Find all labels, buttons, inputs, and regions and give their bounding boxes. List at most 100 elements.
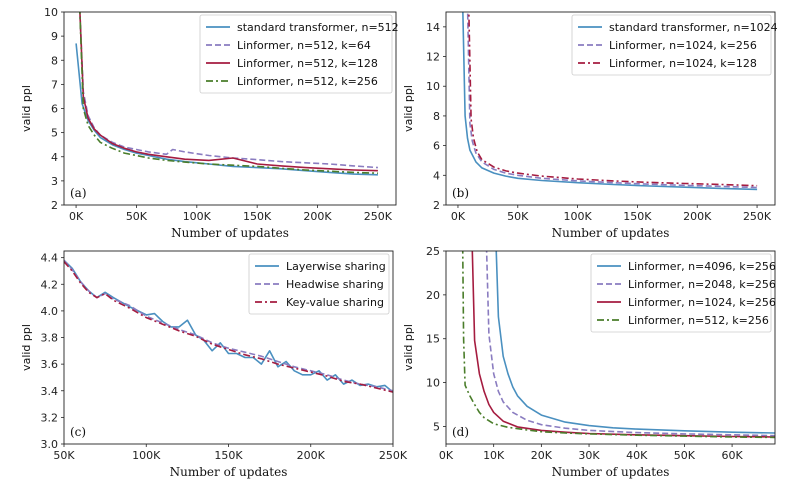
- x-tick-label: 100K: [132, 449, 161, 462]
- x-tick-label: 250K: [743, 210, 772, 223]
- y-tick-label: 15: [426, 333, 440, 346]
- x-axis-label: Number of updates: [552, 226, 670, 240]
- y-tick-label: 14: [426, 21, 440, 34]
- plot-frame: [445, 250, 776, 445]
- y-tick-label: 5: [433, 420, 440, 433]
- y-tick-label: 10: [426, 377, 440, 390]
- series-line-2: [468, 12, 758, 187]
- legend-entry: Linformer, n=1024, k=256: [609, 39, 757, 52]
- x-tick-label: 0K: [69, 210, 84, 223]
- series-line-3: [461, 251, 775, 439]
- y-tick-label: 8: [433, 110, 440, 123]
- legend-box: [571, 14, 772, 76]
- x-tick-label: 50K: [674, 449, 696, 462]
- y-tick-label: 6: [51, 103, 58, 116]
- x-tick-label: 0K: [439, 449, 454, 462]
- legend-entry: standard transformer, n=512: [237, 21, 399, 34]
- y-tick-label: 20: [426, 289, 440, 302]
- series-group: [64, 259, 393, 393]
- legend-entry: Linformer, n=1024, k=256: [628, 296, 776, 309]
- y-axis-label: valid ppl: [402, 85, 415, 132]
- x-tick-label: 40K: [626, 449, 648, 462]
- x-tick-label: 50K: [53, 449, 75, 462]
- legend-entry: Key-value sharing: [286, 296, 384, 309]
- series-line-3: [79, 12, 378, 174]
- panel-label: (d): [452, 425, 469, 439]
- x-axis-label: Number of updates: [552, 465, 670, 479]
- legend-entry: Linformer, n=4096, k=256: [628, 260, 776, 273]
- x-tick-label: 100K: [563, 210, 592, 223]
- x-tick-label: 60K: [721, 449, 743, 462]
- x-axis-label: Number of updates: [171, 226, 289, 240]
- legend: standard transformer, n=512 Linformer, n=…: [199, 14, 399, 94]
- legend-entry: Linformer, n=512, k=256: [237, 75, 378, 88]
- y-axis-label: valid ppl: [402, 324, 415, 371]
- legend-box: [248, 253, 390, 315]
- y-tick-label: 3.4: [41, 385, 59, 398]
- legend-entry: Linformer, n=1024, k=128: [609, 57, 757, 70]
- y-tick-label: 3: [51, 175, 58, 188]
- panel-label: (b): [452, 186, 469, 200]
- y-tick-label: 4: [433, 169, 440, 182]
- x-tick-label: 100K: [183, 210, 212, 223]
- series-group: [75, 12, 378, 176]
- legend-entry: Headwise sharing: [286, 278, 384, 291]
- x-tick-label: 20K: [531, 449, 553, 462]
- y-tick-label: 9: [51, 30, 58, 43]
- legend: Layerwise sharing Headwise sharing Key-val…: [248, 253, 390, 315]
- chart-panel-2: 50K 100K 150K 200K 250K 3.0 3.2 3.4 3.6 3.8 4.0 4.2…: [20, 250, 408, 479]
- legend-entry: Linformer, n=512, k=128: [237, 57, 378, 70]
- legend-entry: standard transformer, n=1024: [609, 21, 778, 34]
- legend-entry: Layerwise sharing: [286, 260, 386, 273]
- y-tick-label: 3.6: [41, 358, 59, 371]
- y-axis-label: valid ppl: [20, 324, 33, 371]
- panel-label: (c): [70, 425, 86, 439]
- legend-entry: Linformer, n=512, k=64: [237, 39, 371, 52]
- y-tick-label: 12: [426, 51, 440, 64]
- y-tick-label: 2: [51, 199, 58, 212]
- y-axis-label: valid ppl: [20, 85, 33, 132]
- series-line-1: [466, 12, 758, 189]
- series-line-0: [495, 251, 775, 434]
- y-tick-label: 25: [426, 245, 440, 258]
- x-tick-label: 150K: [243, 210, 272, 223]
- y-tick-label: 6: [433, 140, 440, 153]
- y-tick-label: 4.2: [41, 278, 59, 291]
- x-tick-label: 50K: [126, 210, 148, 223]
- y-tick-label: 2: [433, 199, 440, 212]
- plot-frame: [63, 250, 394, 445]
- x-tick-label: 250K: [364, 210, 393, 223]
- y-tick-label: 3.2: [41, 411, 59, 424]
- x-axis-label: Number of updates: [170, 465, 288, 479]
- plot-frame: [445, 11, 776, 206]
- legend-entry: Linformer, n=512, k=256: [628, 314, 769, 327]
- chart-panel-3: 0K 10K 20K 30K 40K 50K 60K 5 10 15 20 25 Number of u…: [402, 245, 776, 479]
- legend-box: [199, 14, 393, 94]
- x-tick-label: 50K: [507, 210, 529, 223]
- series-line-1: [485, 251, 775, 437]
- legend: Linformer, n=4096, k=256 Linformer, n=204…: [590, 253, 776, 333]
- series-line-0: [462, 12, 758, 191]
- y-tick-label: 10: [426, 80, 440, 93]
- x-tick-label: 250K: [379, 449, 408, 462]
- y-tick-label: 4.4: [41, 252, 59, 265]
- series-line-2: [64, 261, 393, 393]
- x-tick-label: 0K: [451, 210, 466, 223]
- x-tick-label: 200K: [297, 449, 326, 462]
- y-tick-label: 4.0: [41, 305, 59, 318]
- x-tick-label: 200K: [303, 210, 332, 223]
- y-tick-label: 3.8: [41, 332, 59, 345]
- plot-frame: [63, 11, 397, 206]
- y-tick-label: 8: [51, 54, 58, 67]
- x-tick-label: 10K: [483, 449, 505, 462]
- y-tick-label: 7: [51, 78, 58, 91]
- x-tick-label: 200K: [683, 210, 712, 223]
- panel-label: (a): [70, 186, 87, 200]
- legend-entry: Linformer, n=2048, k=256: [628, 278, 776, 291]
- chart-panel-1: 0K 50K 100K 150K 200K 250K 2 4 6 8 10 12 14 Number of…: [402, 11, 778, 240]
- y-tick-label: 3.0: [41, 438, 59, 451]
- y-tick-label: 4: [51, 151, 58, 164]
- legend: standard transformer, n=1024 Linformer, n…: [571, 14, 778, 76]
- y-tick-label: 5: [51, 127, 58, 140]
